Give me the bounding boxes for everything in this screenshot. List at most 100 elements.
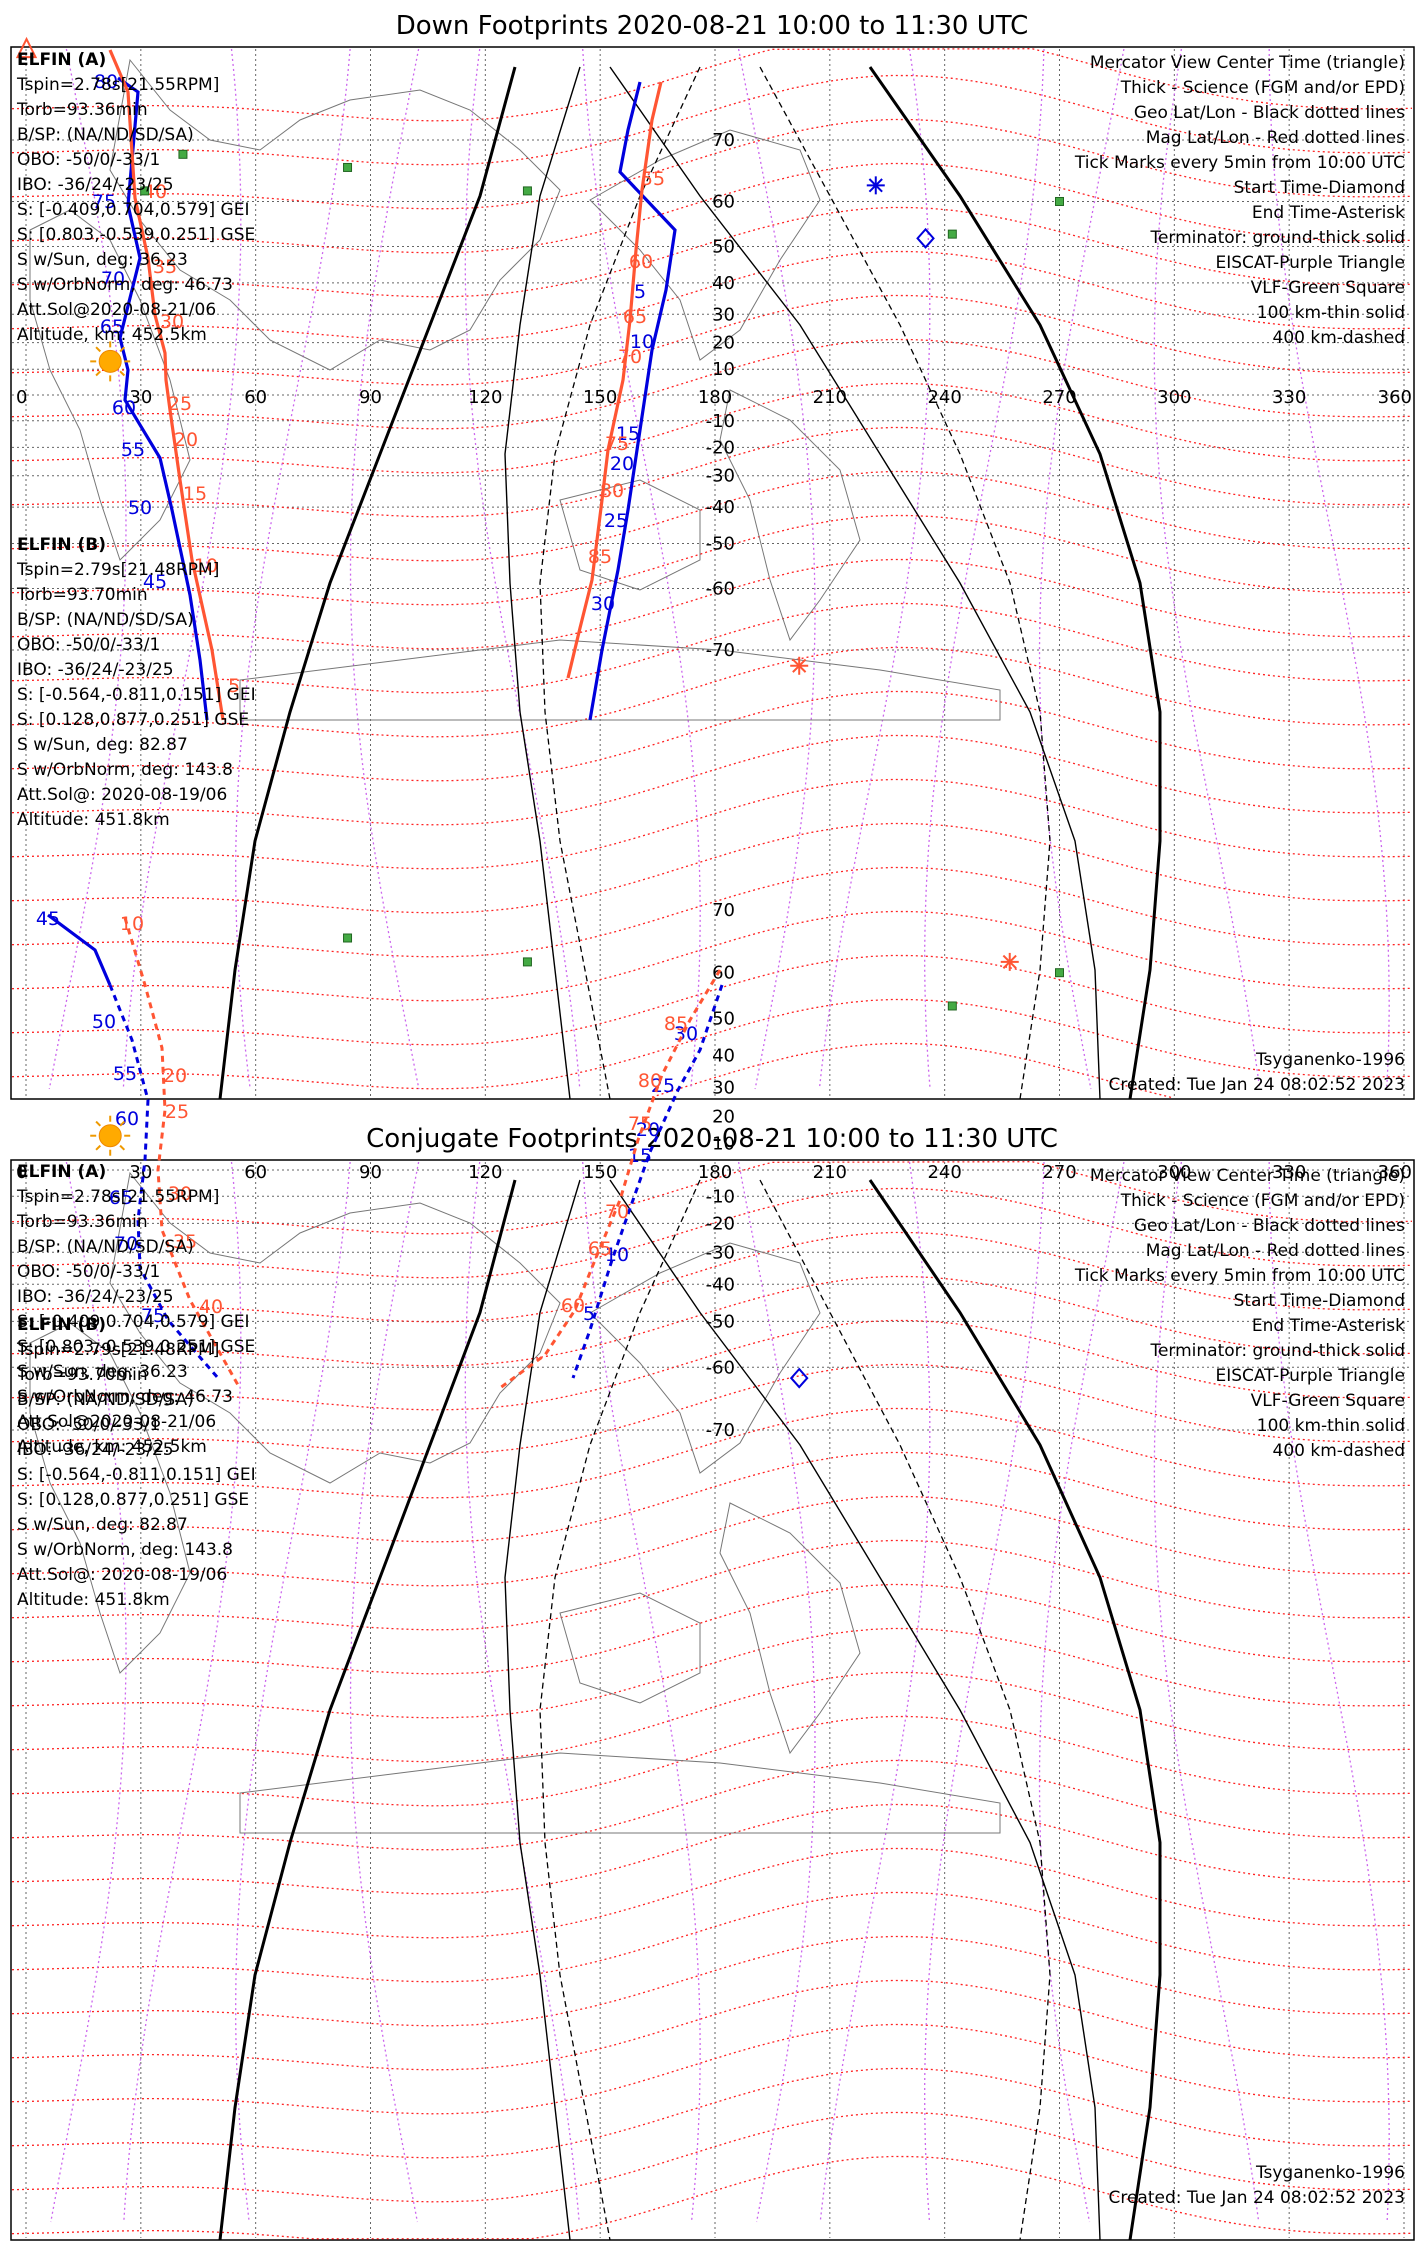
x-tick-label: 270 <box>1042 387 1076 408</box>
x-tick-label: 150 <box>583 1162 617 1183</box>
legend-line: S w/OrbNorm, deg: 46.73 <box>17 275 233 295</box>
mag-meridian-line <box>464 1161 580 2223</box>
tick-time-label: 45 <box>143 571 167 593</box>
x-tick-label: 0 <box>16 1162 27 1183</box>
legend-entry: 100 km-thin solid <box>1257 1416 1405 1436</box>
coastline <box>239 639 1001 721</box>
legend-line: S: [0.128,0.877,0.251] GSE <box>17 710 249 730</box>
tick-time-label: 85 <box>664 1013 688 1035</box>
sun-ray <box>119 1144 126 1151</box>
vlf-site-square <box>178 149 188 159</box>
tick-time-label: 60 <box>112 397 136 419</box>
y-tick-label: -50 <box>706 1311 735 1332</box>
terminator-curve <box>539 66 701 1100</box>
coastline <box>589 1242 821 1474</box>
y-tick-label: 40 <box>712 273 735 294</box>
coastline <box>559 1592 701 1704</box>
tick-time-label: 20 <box>163 1065 187 1087</box>
y-tick-label: 10 <box>712 1134 735 1155</box>
end-time-asterisk <box>866 176 885 195</box>
tick-time-label: 80 <box>638 1070 662 1092</box>
y-tick-label: -10 <box>706 1186 735 1207</box>
tick-time-label: 55 <box>641 168 665 190</box>
legend-entry: Terminator: ground-thick solid <box>1149 228 1405 248</box>
x-tick-label: 270 <box>1042 1162 1076 1183</box>
legend-line: Torb=93.36min <box>16 100 148 120</box>
center-time-triangle <box>15 36 38 59</box>
tick-time-label: 80 <box>600 480 624 502</box>
legend-line: IBO: -36/24/-23/25 <box>17 660 174 680</box>
x-tick-label: 180 <box>698 1162 732 1183</box>
coastline <box>239 1752 1001 1834</box>
legend-entry: EISCAT-Purple Triangle <box>1215 1366 1405 1386</box>
sun-ray <box>119 370 126 377</box>
tick-time-label: 85 <box>588 546 612 568</box>
tick-time-label: 50 <box>128 497 152 519</box>
x-tick-label: 180 <box>698 387 732 408</box>
terminator-curve <box>759 66 1051 1100</box>
y-tick-label: 20 <box>712 333 735 354</box>
coastline <box>719 1502 861 1755</box>
legend-line: Att.Sol@: 2020-08-19/06 <box>17 1565 227 1585</box>
vlf-site-square <box>140 186 150 196</box>
y-tick-label: 30 <box>712 1078 735 1099</box>
sun-ray <box>95 346 102 353</box>
x-tick-label: 150 <box>583 387 617 408</box>
sun-disc <box>98 349 122 373</box>
legend-line: Att.Sol@2020-08-21/06 <box>17 300 216 320</box>
tick-time-label: 20 <box>174 429 198 451</box>
terminator-curve <box>868 1179 1162 2241</box>
mag-meridian-line <box>122 48 242 1090</box>
tick-time-label: 55 <box>121 439 145 461</box>
vlf-site-square <box>1055 968 1064 978</box>
legend-line: S: [0.803,-0.539,0.251] GSE <box>17 225 255 245</box>
y-tick-label: 60 <box>712 963 735 984</box>
mag-latitude-line <box>651 1042 1173 1099</box>
y-tick-label: -60 <box>706 579 735 600</box>
legend-line: Torb=93.70min <box>16 585 148 605</box>
legend-entry: Mercator View Center Time (triangle) <box>1090 1166 1405 1186</box>
y-tick-label: -20 <box>706 1213 735 1234</box>
legend-entry: EISCAT-Purple Triangle <box>1215 253 1405 273</box>
legend-header: ELFIN (A) <box>17 1162 106 1182</box>
x-tick-label: 120 <box>468 387 502 408</box>
legend-line: S: [-0.564,-0.811,0.151] GEI <box>17 1465 256 1485</box>
mag-meridian-line <box>1268 1161 1390 2223</box>
coastline <box>559 479 701 591</box>
asterisk-stroke <box>792 658 807 673</box>
tick-time-label: 65 <box>588 1238 612 1260</box>
coastline <box>29 209 191 561</box>
legend-line: S w/Sun, deg: 36.23 <box>17 250 188 270</box>
tick-time-label: 5 <box>583 1303 595 1325</box>
terminator-curve <box>504 1179 581 2241</box>
legend-line: Altitude: 451.8km <box>17 1590 170 1610</box>
model-label: Tsyganenko-1996 <box>1255 2163 1405 2183</box>
tick-time-label: 25 <box>604 510 628 532</box>
mag-grid <box>11 48 1413 1099</box>
mag-meridian-line <box>737 48 816 1090</box>
coastline <box>109 58 561 371</box>
legend-entry: 400 km-dashed <box>1273 328 1405 348</box>
vlf-site-square <box>343 162 353 172</box>
tick-time-label: 30 <box>168 1183 192 1205</box>
legend-line: S w/Sun, deg: 82.87 <box>17 735 188 755</box>
y-tick-label: -50 <box>706 534 735 555</box>
down-footprints-panel: Down Footprints 2020-08-21 10:00 to 11:3… <box>10 11 1415 1100</box>
created-label: Created: Tue Jan 24 08:02:52 2023 <box>1108 2188 1405 2208</box>
y-tick-label: -30 <box>706 1242 735 1263</box>
panel-title: Conjugate Footprints 2020-08-21 10:00 to… <box>366 1124 1058 1154</box>
legend-entry: Tick Marks every 5min from 10:00 UTC <box>1074 1266 1405 1286</box>
legend-line: S w/OrbNorm, deg: 46.73 <box>17 1387 233 1407</box>
legend-header: ELFIN (A) <box>17 50 106 70</box>
x-tick-label: 210 <box>813 387 847 408</box>
legend-entry: 100 km-thin solid <box>1257 303 1405 323</box>
x-tick-label: 360 <box>1378 387 1412 408</box>
x-tick-label: 330 <box>1272 387 1306 408</box>
legend-line: Att.Sol@: 2020-08-19/06 <box>17 785 227 805</box>
sun-disc <box>98 1124 122 1148</box>
y-tick-label: 70 <box>712 900 735 921</box>
legend-entry: Thick - Science (FGM and/or EPD) <box>1120 1191 1405 1211</box>
y-tick-label: -30 <box>706 466 735 487</box>
x-tick-label: 240 <box>927 1162 961 1183</box>
